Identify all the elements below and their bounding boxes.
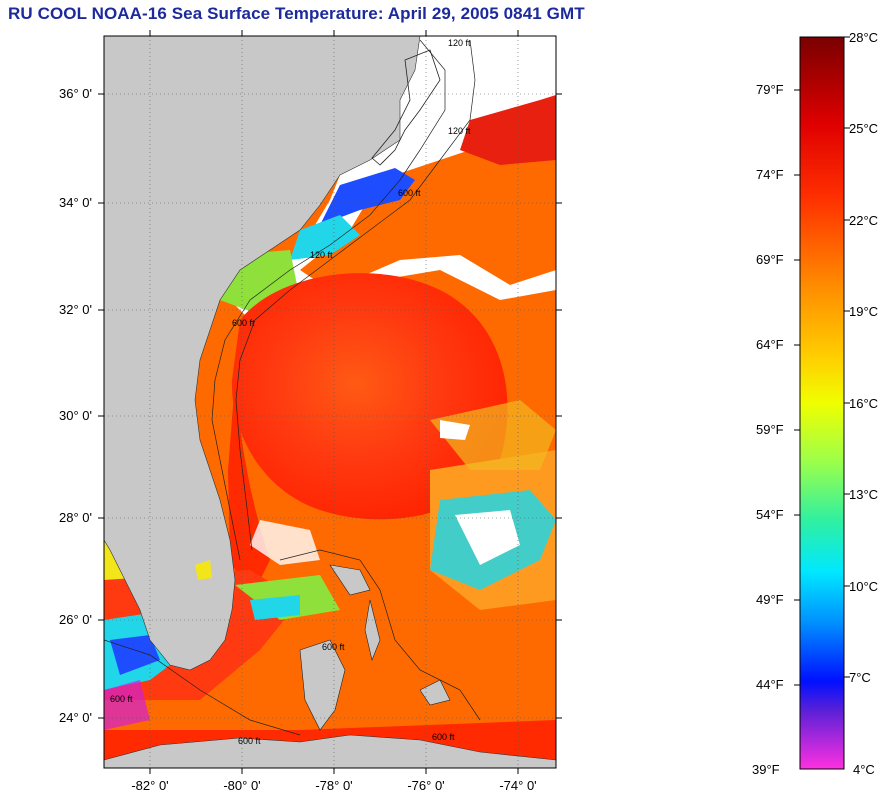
cloud-patch-small [440, 420, 470, 440]
colorbar-label-fahrenheit: 49°F [756, 592, 784, 607]
latitude-label: 34° 0' [59, 195, 92, 210]
latitude-label: 32° 0' [59, 302, 92, 317]
magenta-water-keys [104, 680, 150, 730]
longitude-label: -78° 0' [315, 778, 353, 793]
contour-bahamas-bank [279, 549, 481, 721]
latitude-label: 26° 0' [59, 612, 92, 627]
contour-label: 600 ft [232, 318, 255, 328]
latitude-label: 24° 0' [59, 710, 92, 725]
longitude-label: -82° 0' [131, 778, 169, 793]
cool-shelf-water [290, 215, 360, 260]
land-cuba [104, 734, 556, 768]
contour-label: 600 ft [238, 736, 261, 746]
contour-label: 600 ft [110, 694, 133, 704]
colorbar-label-fahrenheit: 44°F [756, 677, 784, 692]
colorbar-label-celsius: 10°C [849, 579, 879, 594]
colorbar [799, 36, 845, 770]
yellow-water-east [430, 400, 556, 470]
graticule [104, 36, 556, 768]
colorbar-label-celsius: 25°C [849, 121, 879, 136]
contour-label: 600 ft [322, 642, 345, 652]
colorbar-label-celsius: 16°C [849, 396, 879, 411]
contour-florida-straits [104, 639, 301, 736]
colorbar-label-fahrenheit: 79°F [756, 82, 784, 97]
contour-label: 600 ft [398, 188, 421, 198]
outer-banks-coastline [371, 49, 441, 166]
land-us-southeast [104, 36, 421, 671]
blue-water-keys [110, 635, 160, 675]
longitude-label: -80° 0' [223, 778, 261, 793]
warm-patch-north [460, 95, 556, 165]
contour-label: 120 ft [448, 126, 471, 136]
colorbar-label-fahrenheit: 39°F [752, 762, 780, 777]
contour-120ft [211, 39, 446, 561]
contour-label: 120 ft [310, 250, 333, 260]
colorbar-label-celsius: 19°C [849, 304, 879, 319]
map-title: RU COOL NOAA-16 Sea Surface Temperature:… [8, 4, 585, 23]
colorbar-label-fahrenheit: 74°F [756, 167, 784, 182]
land-grand-bahama [329, 564, 371, 596]
colorbar-label-fahrenheit: 54°F [756, 507, 784, 522]
longitude-label: -74° 0' [499, 778, 537, 793]
colorbar-label-celsius: 22°C [849, 213, 879, 228]
cloud-patch-bahamas [250, 520, 320, 565]
colorbar-ticks [794, 36, 850, 686]
axis-ticks [98, 30, 562, 774]
land-abaco [364, 599, 381, 661]
latitude-label: 28° 0' [59, 510, 92, 525]
cloud-patch-east [455, 510, 520, 565]
colorbar-label-fahrenheit: 59°F [756, 422, 784, 437]
lake-okeechobee [195, 560, 212, 580]
map-frame [103, 35, 557, 769]
gulf-stream-eddy [231, 273, 508, 520]
land-florida-west [104, 460, 110, 540]
latitude-label: 36° 0' [59, 86, 92, 101]
longitude-label: -76° 0' [407, 778, 445, 793]
contour-600ft [235, 39, 476, 551]
sst-map: 120 ft 120 ft 600 ft 120 ft 600 ft 600 f… [104, 36, 556, 768]
colorbar-label-fahrenheit: 69°F [756, 252, 784, 267]
contour-label: 600 ft [432, 732, 455, 742]
colorbar-label-celsius: 7°C [849, 670, 871, 685]
land-andros-island [299, 639, 346, 731]
latitude-label: 30° 0' [59, 408, 92, 423]
colorbar-label-celsius: 28°C [849, 30, 879, 45]
contour-label: 120 ft [448, 38, 471, 48]
land-eleuthera [419, 679, 451, 706]
cold-shelf-water [320, 168, 415, 225]
colorbar-label-celsius: 13°C [849, 487, 879, 502]
colorbar-label-fahrenheit: 64°F [756, 337, 784, 352]
cyan-water-bahamas [250, 595, 300, 620]
colorbar-label-celsius: 4°C [853, 762, 875, 777]
